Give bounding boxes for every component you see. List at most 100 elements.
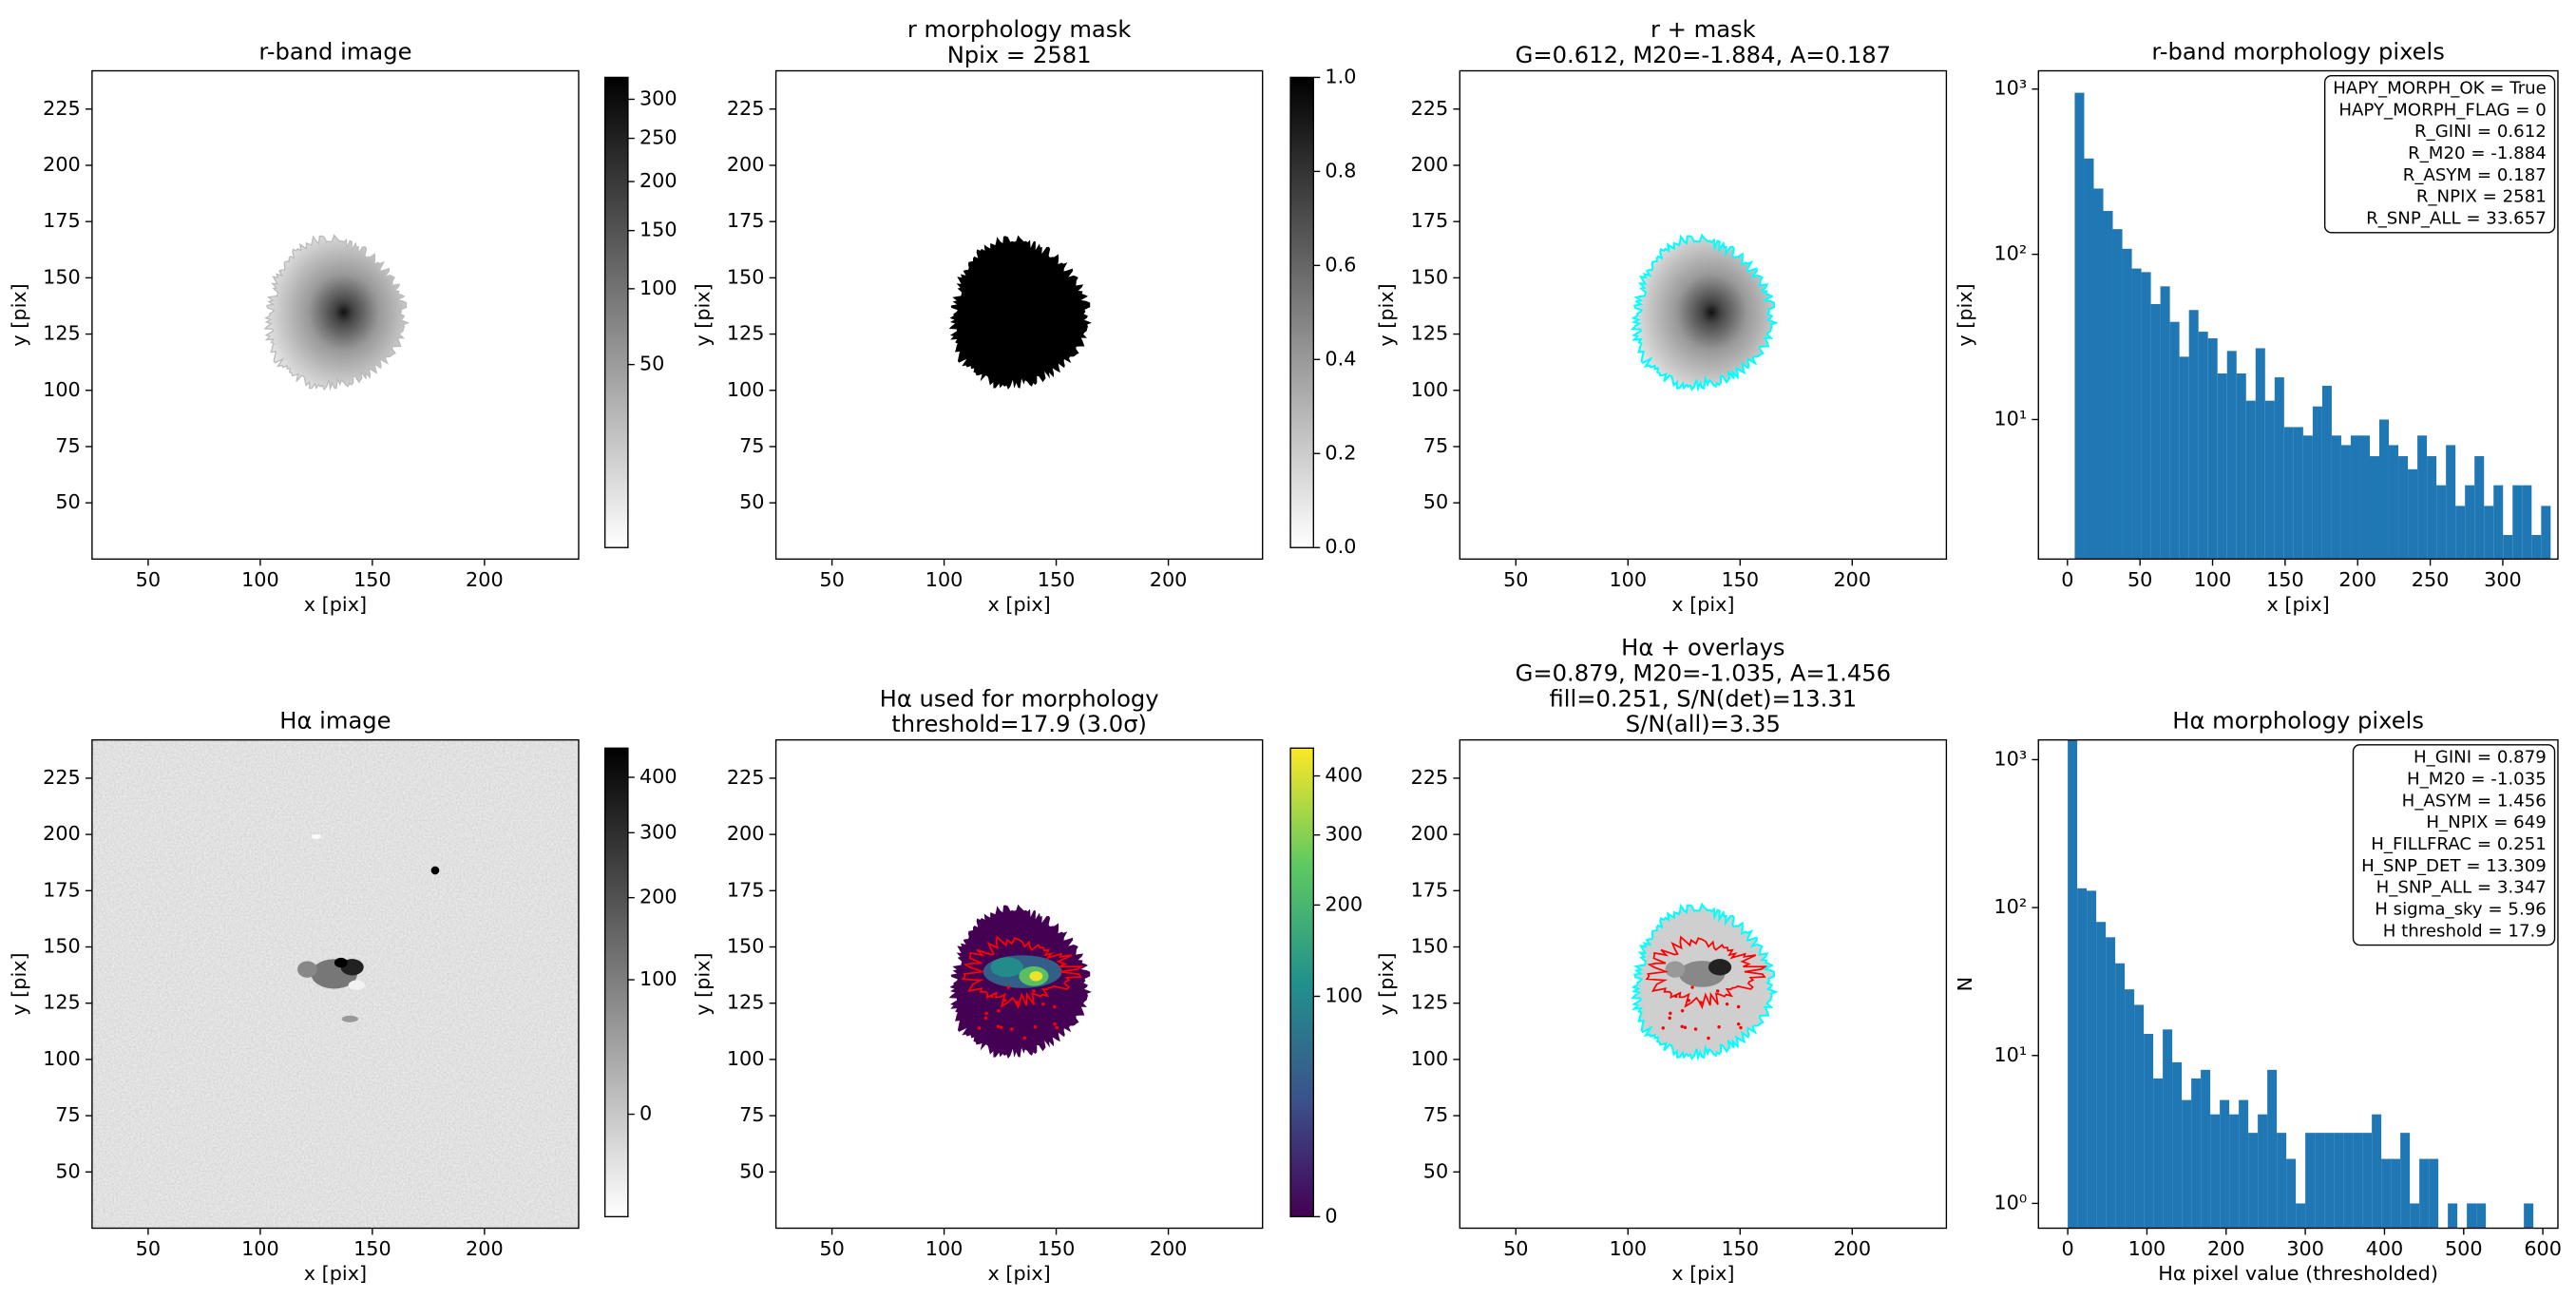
y-tick-label: 50 [55, 490, 80, 513]
bar [2274, 377, 2284, 560]
y-tick-label: 100 [1411, 1047, 1449, 1070]
contour [1055, 1025, 1059, 1030]
contour [1668, 1016, 1671, 1021]
colorbar-tick-label: 0.4 [1325, 347, 1356, 370]
bar [2493, 485, 2504, 560]
annotation-frame [2352, 744, 2556, 946]
y-tick-label: 125 [43, 322, 81, 345]
bar [2093, 188, 2104, 560]
bar [2191, 1078, 2202, 1229]
x-tick-label: 300 [2484, 568, 2522, 591]
bar [2331, 435, 2341, 560]
contour [996, 1024, 1001, 1029]
annotation-text: H_M20 = -1.035 [2407, 770, 2547, 790]
contour [1680, 1008, 1685, 1013]
bar [2220, 1099, 2230, 1229]
axes-frame [1459, 69, 1948, 561]
x-tick-label: 50 [2128, 568, 2152, 591]
bar [2302, 435, 2313, 560]
contour [1707, 1036, 1710, 1041]
annotation-text: H_NPIX = 649 [2426, 812, 2546, 832]
colorbar-tick-label: 50 [639, 353, 664, 375]
image-feature [1029, 971, 1043, 982]
contour [984, 1011, 988, 1016]
colorbar-tick-label: 100 [639, 967, 677, 990]
x-tick-label: 500 [2445, 1237, 2483, 1260]
contour [1715, 989, 1720, 993]
bar [2503, 535, 2513, 560]
y-tick-label: 200 [1411, 153, 1449, 176]
contour [1006, 985, 1011, 989]
bar [2296, 1203, 2306, 1229]
contour [1717, 1025, 1721, 1029]
image-feature [1708, 959, 1732, 976]
contour [977, 1026, 982, 1030]
y-tick-label: 175 [727, 878, 765, 901]
x-tick-label: 100 [925, 568, 964, 591]
y-tick-label: 100 [727, 378, 765, 401]
bar [2084, 158, 2094, 560]
x-tick-label: 150 [1721, 568, 1759, 591]
colorbar-tick-label: 1.0 [1325, 65, 1356, 87]
chart-title: Hα image [279, 708, 391, 735]
x-tick-label: 100 [2128, 1237, 2166, 1260]
bar [2198, 332, 2208, 560]
image-feature [334, 957, 348, 968]
colorbar-tick-label: 0.6 [1325, 253, 1356, 276]
bar [2255, 348, 2265, 560]
x-tick-label: 50 [1503, 1237, 1528, 1260]
bar [2217, 373, 2227, 560]
contour [1687, 999, 1691, 1003]
x-axis-label: x [pix] [2266, 593, 2329, 616]
axes-frame [774, 738, 1264, 1230]
colorbar-tick-label: 100 [1325, 984, 1363, 1006]
bar [2115, 963, 2126, 1229]
y-tick-label: 175 [43, 878, 81, 901]
colorbar-tick-label: 100 [639, 277, 677, 299]
galaxy-image [1631, 233, 1779, 392]
contour [983, 1016, 988, 1021]
colorbar [1289, 747, 1315, 1218]
bar [2210, 1114, 2221, 1229]
contour [961, 935, 1084, 1010]
annotation-text: H threshold = 17.9 [2383, 921, 2547, 941]
bar [2312, 406, 2322, 560]
contour [1699, 1001, 1703, 1004]
bar [2131, 268, 2142, 560]
contour [1053, 1004, 1057, 1009]
y-tick-label: 125 [727, 991, 765, 1014]
y-tick-label: 50 [739, 490, 764, 513]
bar [2474, 456, 2485, 560]
y-tick-label: 175 [727, 209, 765, 232]
bar [2283, 427, 2294, 560]
x-axis-label: x [pix] [987, 1262, 1050, 1285]
y-tick-label: 100 [43, 1047, 81, 1070]
bar [2112, 229, 2123, 560]
bar [2160, 286, 2170, 560]
x-tick-label: 150 [2266, 568, 2304, 591]
bar [2169, 321, 2180, 560]
axes-frame [2037, 69, 2559, 561]
y-tick-label: 150 [1411, 265, 1449, 288]
x-tick-label: 600 [2524, 1237, 2562, 1260]
contour [1015, 1001, 1020, 1004]
annotation-text: R_ASYM = 0.187 [2403, 165, 2547, 185]
contour [1680, 1024, 1684, 1029]
bar [2389, 445, 2399, 560]
contour [1661, 1026, 1666, 1030]
contour [1669, 1011, 1672, 1016]
axes-frame [774, 69, 1264, 561]
y-axis-label: y [pix] [8, 283, 30, 346]
y-tick-label: 50 [1423, 490, 1448, 513]
x-axis-label: x [pix] [987, 593, 1050, 616]
x-tick-label: 50 [819, 568, 844, 591]
y-tick-label: 50 [1423, 1159, 1448, 1182]
contour [1033, 1025, 1038, 1029]
bar [2484, 506, 2494, 560]
bar [2315, 1133, 2325, 1229]
x-tick-label: 400 [2366, 1237, 2404, 1260]
bar [2207, 338, 2218, 560]
colorbar-tick-label: 300 [639, 820, 677, 843]
y-tick-label: 125 [1411, 322, 1449, 345]
y-tick-label: 100 [1411, 378, 1449, 401]
